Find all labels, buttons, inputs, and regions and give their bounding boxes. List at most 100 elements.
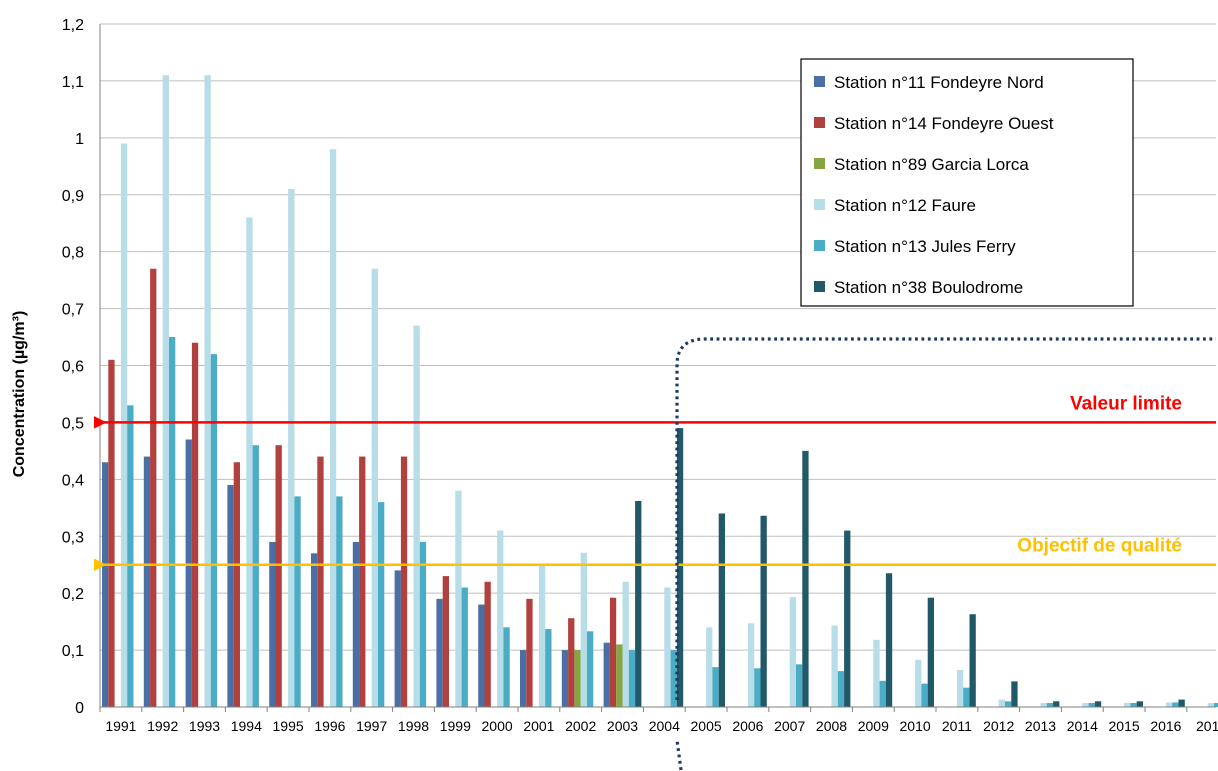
legend: Station n°11 Fondeyre Nord Station n°14 F… — [800, 58, 1134, 307]
x-tick-label: 1997 — [356, 718, 387, 734]
bar — [956, 670, 964, 707]
legend-swatch — [814, 199, 825, 210]
bar — [1053, 701, 1060, 707]
bar — [837, 671, 845, 707]
bar — [359, 456, 366, 707]
bar — [288, 189, 295, 707]
bar — [706, 627, 713, 707]
bar — [442, 576, 449, 707]
bar — [718, 513, 725, 707]
bar — [1207, 703, 1214, 707]
bar — [754, 668, 761, 707]
bar — [712, 667, 719, 707]
bar — [1130, 703, 1137, 707]
x-tick-label: 1993 — [189, 718, 220, 734]
bar — [169, 337, 176, 707]
x-tick-label: 1998 — [398, 718, 429, 734]
bar — [317, 456, 324, 707]
legend-swatch — [814, 76, 825, 87]
bar — [628, 650, 636, 707]
bar — [760, 515, 767, 707]
bar — [676, 428, 684, 707]
legend-label: Station n°13 Jules Ferry — [834, 237, 1016, 256]
bar — [568, 618, 575, 707]
bar — [329, 149, 337, 707]
x-tick-label: 201 — [1196, 718, 1218, 734]
x-tick-label: 2008 — [816, 718, 847, 734]
bar — [371, 268, 378, 707]
bar — [1124, 703, 1131, 707]
bar — [108, 359, 115, 707]
dotted-period-frame — [675, 337, 1216, 771]
bar — [503, 627, 510, 707]
bar — [520, 650, 527, 707]
bar — [635, 500, 642, 707]
bar — [969, 614, 976, 707]
x-tick-label: 2007 — [774, 718, 805, 734]
x-tick-labels: 1991 1992 1993 1994 1995 1996 1997 1998 1999 2000… — [105, 718, 1218, 734]
legend-swatch — [814, 240, 825, 251]
reference-line-label: Valeur limite — [1070, 393, 1182, 414]
y-tick-label: 1,2 — [62, 17, 84, 34]
bar — [873, 639, 880, 707]
bar — [1178, 699, 1185, 707]
bar — [311, 553, 318, 707]
bar — [162, 75, 169, 708]
x-tick-label: 1991 — [105, 718, 136, 734]
bar — [915, 659, 922, 707]
bar — [796, 664, 803, 707]
bar — [1046, 703, 1054, 707]
legend-swatch — [814, 117, 825, 128]
bar — [246, 217, 253, 707]
bar — [1214, 703, 1218, 707]
x-tick-label: 2002 — [565, 718, 596, 734]
legend-label: Station n°12 Faure — [834, 196, 976, 215]
bar — [1094, 701, 1102, 707]
y-tick-label: 1,1 — [62, 74, 84, 91]
bar — [269, 541, 276, 707]
y-tick-label: 0 — [75, 700, 84, 717]
y-tick-label: 0,4 — [62, 472, 84, 489]
bar — [378, 502, 385, 707]
bar — [143, 456, 151, 707]
legend-swatch — [814, 281, 825, 292]
bar — [885, 573, 893, 707]
bar — [545, 629, 552, 707]
x-tick-label: 1999 — [440, 718, 471, 734]
bar — [102, 462, 109, 707]
bar — [927, 597, 934, 707]
bar — [921, 683, 928, 707]
y-axis-label: Concentration (µg/m³) — [11, 311, 28, 478]
x-tick-label: 2013 — [1025, 718, 1056, 734]
bars — [102, 75, 1218, 708]
bar — [587, 631, 594, 707]
bar — [526, 598, 533, 707]
x-tick-label: 2011 — [942, 718, 972, 734]
bar — [336, 496, 343, 707]
bar — [497, 530, 504, 707]
bar — [120, 143, 128, 707]
y-tick-label: 0,9 — [62, 188, 84, 205]
bar — [1172, 702, 1179, 707]
y-tick-label: 0,5 — [62, 415, 84, 432]
legend-box — [800, 58, 1134, 307]
bar — [844, 530, 851, 707]
x-tick-label: 2006 — [732, 718, 763, 734]
reference-line-label: Objectif de qualité — [1017, 536, 1182, 557]
bar — [1165, 702, 1173, 707]
bar — [478, 604, 485, 707]
bar — [561, 650, 569, 707]
bar — [252, 445, 259, 707]
y-tick-label: 0,2 — [62, 586, 84, 603]
bar — [616, 644, 623, 707]
bar — [275, 445, 282, 707]
bar — [413, 325, 420, 707]
bar — [998, 699, 1005, 707]
bar — [461, 587, 468, 707]
y-tick-label: 0,6 — [62, 359, 84, 376]
bar — [1005, 701, 1012, 707]
x-tick-label: 2015 — [1109, 718, 1140, 734]
bar — [664, 587, 671, 707]
bar — [1082, 703, 1089, 707]
